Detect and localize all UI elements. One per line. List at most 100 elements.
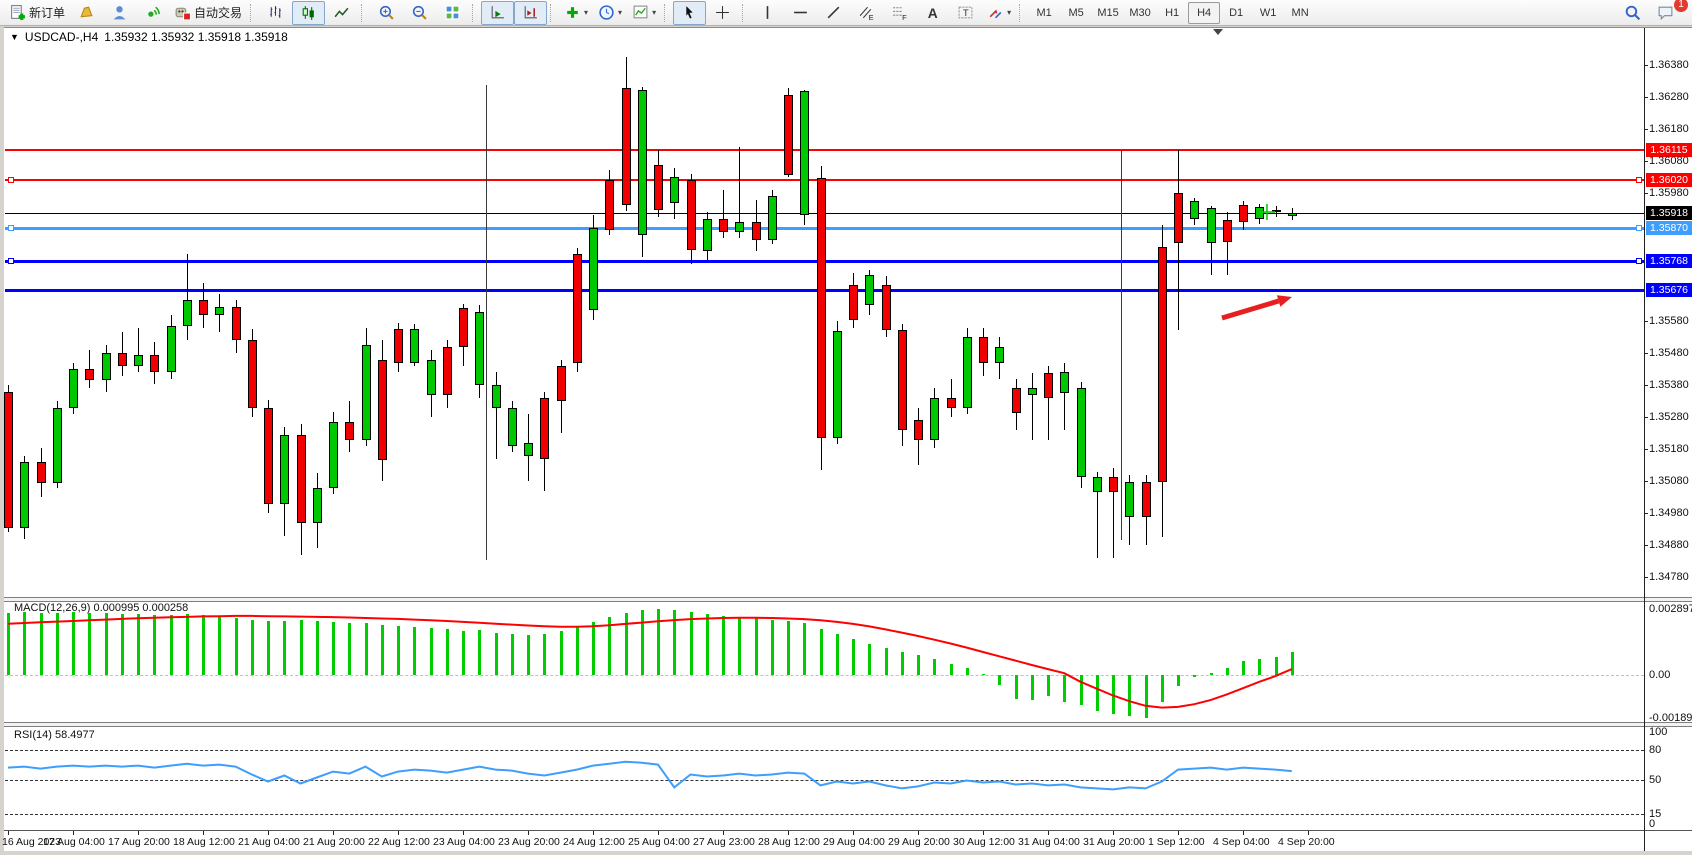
tile-windows-button[interactable] — [436, 1, 469, 25]
rsi-label: RSI(14) 58.4977 — [14, 729, 95, 741]
trendline-button[interactable] — [817, 1, 850, 25]
time-axis-border — [4, 830, 1692, 831]
chart-title: ▼ USDCAD-,H4 1.35932 1.35932 1.35918 1.3… — [10, 30, 288, 44]
svg-text:T: T — [963, 8, 969, 19]
text-button[interactable]: A — [916, 1, 949, 25]
trendline-icon — [827, 6, 840, 19]
zoom-out-button[interactable] — [403, 1, 436, 25]
profiles-button[interactable] — [70, 1, 103, 25]
bars-chart-icon — [270, 6, 281, 18]
dropdown-caret-icon: ▾ — [1007, 7, 1012, 17]
horizontal-line-object[interactable] — [5, 260, 1644, 263]
horizontal-line-object[interactable] — [5, 227, 1644, 230]
candles-chart-button[interactable] — [292, 0, 326, 25]
chat-button[interactable]: 1 — [1649, 0, 1688, 25]
template-button[interactable]: ▾ — [627, 1, 661, 25]
collapse-triangle-icon[interactable]: ▼ — [10, 32, 19, 42]
signals-button[interactable] — [136, 1, 169, 25]
zoom-in-icon — [379, 5, 394, 20]
window-top-border — [4, 27, 1692, 28]
toolbar-separator — [250, 3, 255, 22]
toolbar-separator — [361, 3, 366, 22]
line-chart-button[interactable] — [325, 1, 358, 25]
horizontal-line-object[interactable] — [5, 179, 1644, 181]
toolbar: 新订单 自动交易 ▾ ▾ ▾ E F A T ▾ M1 M5 M15 M30 H1 H4 D1 W1 MN 1 — [0, 0, 1692, 26]
channel-icon: E — [859, 6, 874, 21]
autotrade-button[interactable]: 自动交易 — [169, 1, 247, 25]
new-order-button[interactable]: 新订单 — [4, 1, 70, 25]
timeframe-button-m5[interactable]: M5 — [1068, 6, 1084, 19]
cursor-icon — [686, 6, 693, 19]
button-label: 自动交易 — [194, 6, 243, 20]
auto-scroll-button[interactable] — [481, 0, 515, 25]
toolbar-separator — [664, 3, 669, 22]
new-order-icon — [11, 5, 25, 20]
chart-shift-icon — [524, 6, 537, 19]
search-button[interactable] — [1616, 1, 1649, 25]
label-button[interactable]: T — [949, 1, 982, 25]
svg-text:F: F — [902, 13, 907, 21]
macd-label: MACD(12,26,9) 0.000995 0.000258 — [14, 602, 189, 614]
horizontal-line-object[interactable] — [5, 149, 1644, 151]
fibonacci-button[interactable]: F — [883, 1, 916, 25]
dropdown-caret-icon: ▾ — [652, 7, 657, 17]
tile-windows-icon — [445, 5, 460, 20]
cursor-button[interactable] — [673, 0, 707, 25]
label-icon: T — [958, 6, 973, 19]
fibonacci-icon: F — [893, 7, 907, 21]
signals-icon — [148, 6, 160, 17]
panel-separator[interactable] — [4, 722, 1692, 727]
toolbar-separator — [1019, 3, 1024, 22]
channel-button[interactable]: E — [850, 1, 883, 25]
shapes-button[interactable]: ▾ — [982, 1, 1016, 25]
hline-button[interactable] — [784, 1, 817, 25]
chat-icon — [1658, 6, 1673, 21]
timeframe-button-d1[interactable]: D1 — [1229, 6, 1244, 19]
timeframe-button-m15[interactable]: M15 — [1097, 6, 1119, 19]
autotrade-icon — [175, 7, 192, 21]
timeframe-button-m1[interactable]: M1 — [1036, 6, 1052, 19]
profiles-icon — [80, 6, 93, 18]
toolbar-separator — [472, 3, 477, 22]
dropdown-caret-icon: ▾ — [618, 7, 623, 17]
shapes-icon — [989, 9, 1002, 19]
text-icon: A — [928, 5, 938, 21]
vline-button[interactable] — [751, 1, 784, 25]
timeframe-button-w1[interactable]: W1 — [1259, 6, 1277, 19]
bars-chart-button[interactable] — [259, 1, 292, 25]
period-clock-icon — [599, 5, 614, 20]
hline-icon — [794, 11, 807, 14]
auto-scroll-icon — [491, 6, 504, 19]
svg-text:A: A — [928, 5, 938, 21]
horizontal-line-object[interactable] — [5, 289, 1644, 292]
user-icon — [113, 6, 126, 20]
search-icon — [1625, 5, 1641, 21]
period-clock-button[interactable]: ▾ — [593, 1, 627, 25]
symbol-period-label: USDCAD-,H4 — [24, 30, 99, 44]
panel-separator[interactable] — [4, 597, 1692, 602]
crosshair-icon — [716, 6, 729, 19]
vline-icon — [766, 6, 769, 19]
user-button[interactable] — [103, 1, 136, 25]
svg-text:E: E — [869, 13, 874, 21]
axis-border — [1644, 28, 1645, 851]
timeframe-button-m30[interactable]: M30 — [1129, 6, 1151, 19]
toolbar-separator — [550, 3, 555, 22]
notification-badge: 1 — [1674, 0, 1688, 12]
line-chart-icon — [334, 7, 349, 18]
button-label: 新订单 — [29, 6, 66, 20]
timeframe-button-mn[interactable]: MN — [1291, 6, 1309, 19]
zoom-out-icon — [412, 5, 427, 20]
toolbar-right-icons: 1 — [1616, 0, 1688, 25]
chart-shift-button[interactable] — [514, 0, 548, 25]
ohlc-quotes-label: 1.35932 1.35932 1.35918 1.35918 — [104, 30, 288, 44]
timeframe-button-h1[interactable]: H1 — [1165, 6, 1180, 19]
crosshair-button[interactable] — [706, 1, 739, 25]
zoom-in-button[interactable] — [370, 1, 403, 25]
add-indicator-icon — [567, 7, 578, 18]
timeframe-button-h4[interactable]: H4 — [1188, 1, 1221, 24]
add-indicator-button[interactable]: ▾ — [559, 1, 593, 25]
candles-chart-icon — [302, 6, 314, 20]
template-icon — [633, 5, 648, 19]
